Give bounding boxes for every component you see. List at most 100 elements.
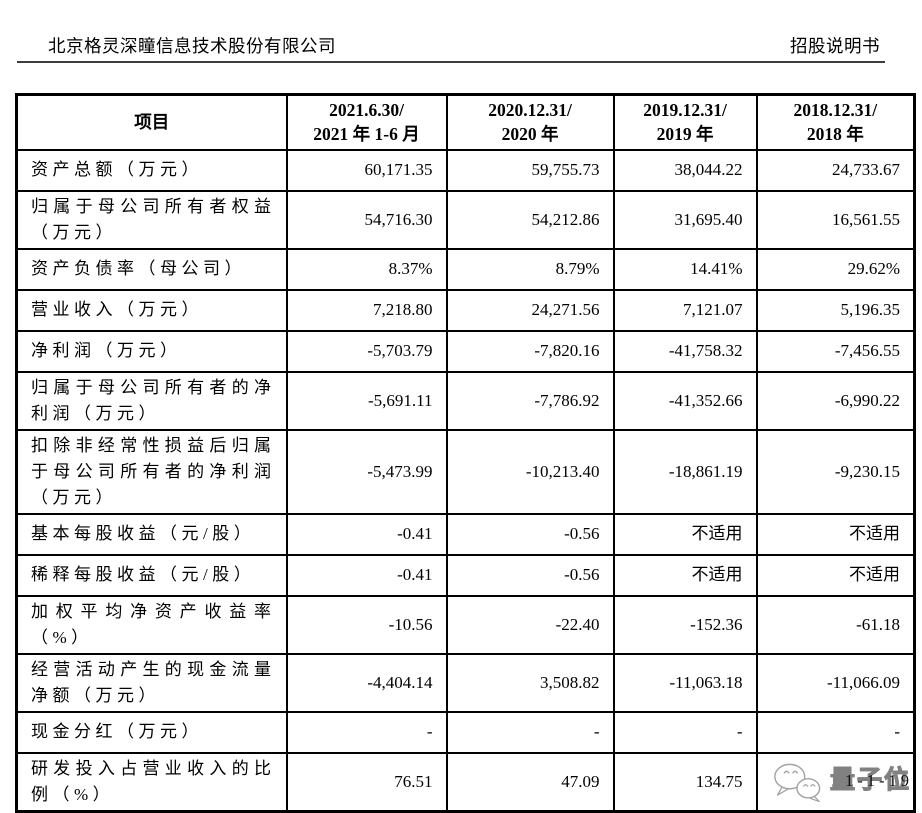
value-cell: 29.62% (755, 247, 916, 291)
value-cell: -41,352.66 (612, 370, 758, 431)
value-cell: -10,213.40 (445, 428, 615, 515)
value-cell: -152.36 (612, 594, 758, 655)
row-label-cell: 资产总额（万元） (15, 148, 288, 192)
column-header-line2: 2019 年 (656, 124, 714, 145)
value-cell: 59,755.73 (445, 148, 615, 192)
watermark-text-group: 量子位 1-1-19 (829, 766, 913, 795)
row-label-cell: 经营活动产生的现金流量净额（万元） (15, 652, 288, 713)
value-cell: 54,212.86 (445, 189, 615, 250)
table-row: 营业收入（万元） 7,218.80 24,271.56 7,121.07 5,196.3… (15, 288, 916, 332)
value-cell: 60,171.35 (285, 148, 448, 192)
table-row: 归属于母公司所有者的净利润（万元） -5,691.11 -7,786.92 -41,3… (15, 370, 916, 431)
row-label-cell: 资产负债率（母公司） (15, 247, 288, 291)
value-cell: 76.51 (285, 751, 448, 812)
value-cell: 不适用 (755, 553, 916, 597)
value-cell: 54,716.30 (285, 189, 448, 250)
table-row: 加权平均净资产收益率（%） -10.56 -22.40 -152.36 -61.18 (15, 594, 916, 655)
table-row: 稀释每股收益（元/股） -0.41 -0.56 不适用 不适用 (15, 553, 916, 597)
value-cell: -0.41 (285, 553, 448, 597)
value-cell: 5,196.35 (755, 288, 916, 332)
value-cell: 134.75 (612, 751, 758, 812)
header-divider (17, 61, 885, 63)
row-label-cell: 研发投入占营业收入的比例（%） (15, 751, 288, 812)
table-row: 研发投入占营业收入的比例（%） 76.51 47.09 134.75 量子位 1-1-19 (15, 751, 916, 812)
value-cell: -11,066.09 (755, 652, 916, 713)
table-header-row: 项目 2021.6.30/2021 年 1-6 月 2020.12.31/2020… (15, 93, 916, 151)
value-cell: - (755, 710, 916, 754)
column-header-line1: 2019.12.31/ (643, 100, 727, 121)
table-row: 净利润（万元） -5,703.79 -7,820.16 -41,758.32 -7,45… (15, 329, 916, 373)
table-row: 资产总额（万元） 60,171.35 59,755.73 38,044.22 24,73… (15, 148, 916, 192)
value-cell: -0.56 (445, 553, 615, 597)
value-cell: -22.40 (445, 594, 615, 655)
value-cell: 24,733.67 (755, 148, 916, 192)
column-header-line1: 2018.12.31/ (793, 100, 878, 121)
value-cell: 量子位 1-1-19 (755, 751, 916, 812)
row-label-cell: 基本每股收益（元/股） (15, 512, 288, 556)
value-cell: -41,758.32 (612, 329, 758, 373)
doc-type-label: 招股说明书 (790, 36, 880, 56)
financial-summary-table: 项目 2021.6.30/2021 年 1-6 月 2020.12.31/2020… (15, 93, 916, 813)
value-cell: - (612, 710, 758, 754)
watermark: 量子位 1-1-19 (758, 761, 912, 803)
value-cell: -11,063.18 (612, 652, 758, 713)
table-row: 经营活动产生的现金流量净额（万元） -4,404.14 3,508.82 -11,06… (15, 652, 916, 713)
value-cell: -0.56 (445, 512, 615, 556)
value-cell: 14.41% (612, 247, 758, 291)
value-cell: -6,990.22 (755, 370, 916, 431)
value-cell: -18,861.19 (612, 428, 758, 515)
value-cell: 47.09 (445, 751, 615, 812)
value-cell: 24,271.56 (445, 288, 615, 332)
column-header-period: 2019.12.31/2019 年 (612, 93, 758, 151)
value-cell: -4,404.14 (285, 652, 448, 713)
value-cell: 7,121.07 (612, 288, 758, 332)
value-cell: 8.37% (285, 247, 448, 291)
table-row: 资产负债率（母公司） 8.37% 8.79% 14.41% 29.62% (15, 247, 916, 291)
page-number: 1-1-19 (844, 770, 913, 790)
value-cell: 3,508.82 (445, 652, 615, 713)
value-cell: -10.56 (285, 594, 448, 655)
value-cell: -5,703.79 (285, 329, 448, 373)
row-label-cell: 归属于母公司所有者的净利润（万元） (15, 370, 288, 431)
value-cell: 16,561.55 (755, 189, 916, 250)
value-cell: 8.79% (445, 247, 615, 291)
value-cell: 38,044.22 (612, 148, 758, 192)
column-header-period: 2021.6.30/2021 年 1-6 月 (285, 93, 448, 151)
value-cell: -9,230.15 (755, 428, 916, 515)
value-cell: -7,820.16 (445, 329, 615, 373)
column-header-line1: 2021.6.30/ (329, 100, 404, 121)
table-row: 扣除非经常性损益后归属于母公司所有者的净利润（万元） -5,473.99 -10,2… (15, 428, 916, 515)
table-row: 现金分红（万元） - - - - (15, 710, 916, 754)
row-label-cell: 净利润（万元） (15, 329, 288, 373)
company-name: 北京格灵深瞳信息技术股份有限公司 (48, 36, 336, 56)
row-label-cell: 稀释每股收益（元/股） (15, 553, 288, 597)
value-cell: -0.41 (285, 512, 448, 556)
value-cell: -7,786.92 (445, 370, 615, 431)
table-row: 基本每股收益（元/股） -0.41 -0.56 不适用 不适用 (15, 512, 916, 556)
column-header-line2: 2018 年 (806, 124, 864, 145)
document-header: 北京格灵深瞳信息技术股份有限公司 招股说明书 (48, 34, 880, 58)
column-header-period: 2018.12.31/2018 年 (755, 93, 916, 151)
watermark-text: 量子位 (829, 766, 911, 794)
value-cell: -5,473.99 (285, 428, 448, 515)
col-header-item: 项目 (15, 93, 288, 151)
column-header-line1: 2020.12.31/ (488, 100, 572, 121)
row-label-cell: 现金分红（万元） (15, 710, 288, 754)
column-header-line2: 2020 年 (501, 124, 559, 145)
value-cell: 不适用 (612, 553, 758, 597)
wechat-icon (774, 763, 821, 802)
value-cell: - (285, 710, 448, 754)
table-row: 归属于母公司所有者权益（万元） 54,716.30 54,212.86 31,695.… (15, 189, 916, 250)
value-cell: 7,218.80 (285, 288, 448, 332)
row-label-cell: 扣除非经常性损益后归属于母公司所有者的净利润（万元） (15, 428, 288, 515)
value-cell: -7,456.55 (755, 329, 916, 373)
column-header-period: 2020.12.31/2020 年 (445, 93, 615, 151)
row-label-cell: 营业收入（万元） (15, 288, 288, 332)
value-cell: -61.18 (755, 594, 916, 655)
value-cell: -5,691.11 (285, 370, 448, 431)
value-cell: 不适用 (755, 512, 916, 556)
value-cell: 31,695.40 (612, 189, 758, 250)
row-label-cell: 加权平均净资产收益率（%） (15, 594, 288, 655)
value-cell: 不适用 (612, 512, 758, 556)
